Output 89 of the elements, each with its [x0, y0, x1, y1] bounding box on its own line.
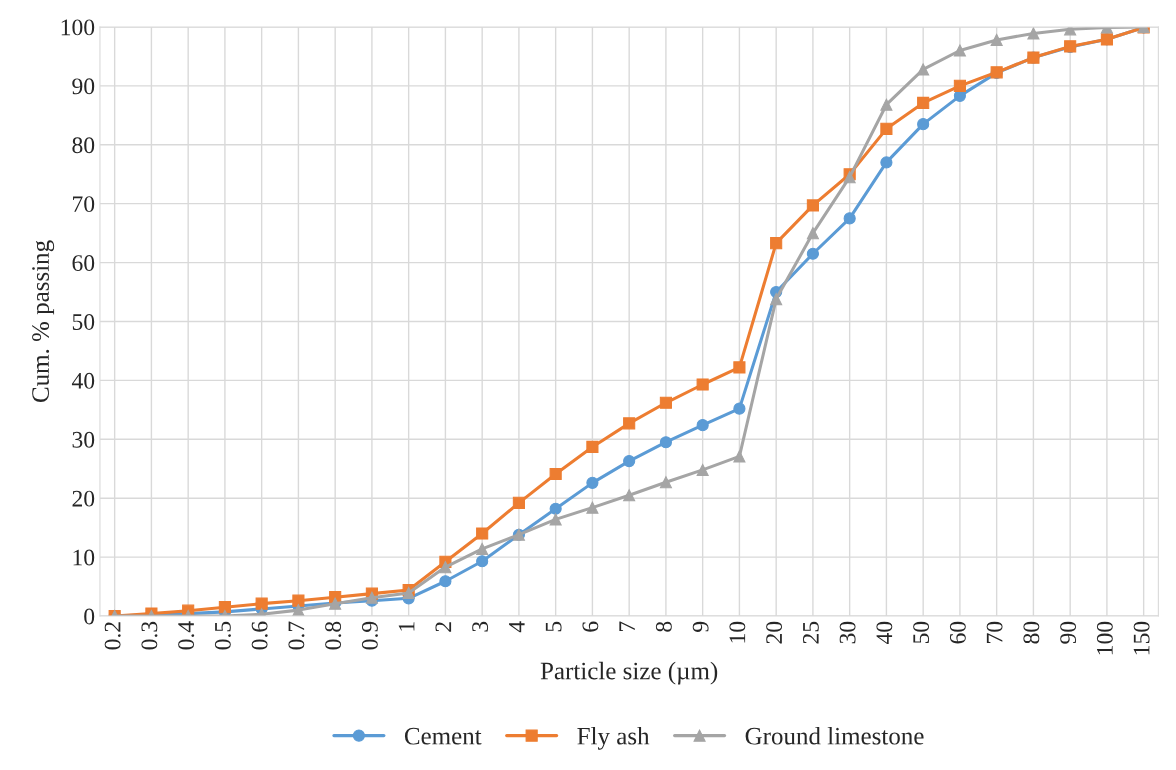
x-tick-label: 0.7: [288, 621, 305, 650]
point: [917, 63, 930, 76]
x-tick-label: 0.4: [178, 621, 195, 650]
point: [733, 402, 746, 415]
legend-label: Cement: [404, 727, 482, 745]
x-tick-label: 3: [472, 621, 489, 632]
x-tick-label: 0.6: [251, 621, 268, 650]
point: [549, 513, 562, 526]
x-tick-label: 6: [582, 621, 599, 632]
legend-label: Ground limestone: [745, 727, 924, 745]
x-tick-label: 10: [729, 621, 746, 643]
point: [696, 378, 709, 391]
y-tick-label: 20: [72, 490, 95, 507]
y-tick-label: 90: [72, 78, 95, 95]
point: [218, 601, 231, 614]
y-tick-label: 60: [72, 255, 95, 271]
point: [549, 502, 562, 515]
point: [623, 455, 636, 468]
x-tick-label: 0.5: [214, 621, 231, 650]
x-tick-label: 40: [876, 621, 893, 645]
point: [586, 476, 599, 489]
point: [659, 436, 672, 449]
y-axis-title: Cum. % passing: [32, 240, 55, 403]
point: [292, 594, 305, 607]
x-tick-label: 20: [766, 621, 783, 644]
y-tick-label: 80: [72, 137, 95, 154]
x-tick-label: 4: [509, 621, 525, 633]
x-tick-label: 80: [1023, 621, 1040, 644]
point: [733, 450, 746, 463]
x-tick-label: 90: [1060, 621, 1077, 644]
x-tick-label: 30: [839, 621, 856, 644]
point: [476, 542, 489, 555]
point: [549, 467, 562, 481]
x-tick-label: 150: [1133, 621, 1150, 655]
x-tick-label: 0.8: [325, 621, 342, 650]
y-tick-label: 70: [73, 196, 95, 213]
y-tick-label: 30: [72, 431, 95, 448]
point: [806, 227, 819, 240]
x-tick-label: 60: [949, 621, 966, 644]
point: [1027, 27, 1040, 40]
x-tick-label: 9: [692, 621, 709, 632]
point: [659, 476, 672, 489]
point: [623, 417, 636, 430]
x-tick-label: 1: [398, 622, 415, 631]
point: [255, 597, 268, 610]
point: [770, 293, 783, 306]
point: [439, 561, 452, 574]
point: [512, 496, 525, 509]
point: [770, 237, 783, 250]
y-tick-label: 10: [73, 549, 95, 566]
point: [806, 247, 819, 260]
point: [439, 575, 452, 588]
x-axis-title: Particle size (µm): [540, 661, 718, 685]
y-tick-label: 40: [71, 372, 95, 389]
y-tick-label: 100: [61, 19, 95, 36]
point: [696, 463, 709, 476]
x-tick-label: 7: [619, 621, 635, 632]
y-tick-label: 50: [72, 313, 95, 330]
x-tick-label: 0.3: [141, 621, 158, 650]
point: [476, 555, 489, 568]
point: [917, 118, 930, 131]
point: [880, 122, 893, 135]
point: [586, 440, 599, 454]
point: [659, 396, 672, 409]
point: [476, 527, 489, 540]
point: [586, 501, 599, 514]
x-tick-label: 0.9: [361, 621, 378, 650]
point: [953, 44, 966, 57]
point: [880, 156, 893, 169]
x-tick-label: 0.2: [104, 622, 121, 650]
x-tick-label: 70: [986, 621, 1003, 643]
point: [880, 98, 893, 111]
point: [623, 489, 636, 502]
y-tick-label: 0: [84, 608, 95, 625]
point: [990, 33, 1003, 46]
point: [806, 199, 819, 212]
point: [733, 361, 746, 374]
x-tick-label: 25: [802, 621, 819, 644]
point: [843, 212, 856, 225]
point: [696, 419, 709, 432]
x-tick-label: 5: [545, 621, 562, 632]
point: [917, 96, 930, 110]
x-tick-label: 100: [1096, 621, 1113, 655]
x-tick-label: 8: [655, 621, 672, 632]
legend-label: Fly ash: [577, 727, 650, 750]
x-tick-label: 50: [913, 621, 930, 644]
point: [1064, 26, 1077, 36]
point: [953, 79, 966, 92]
x-tick-label: 2: [435, 622, 452, 632]
